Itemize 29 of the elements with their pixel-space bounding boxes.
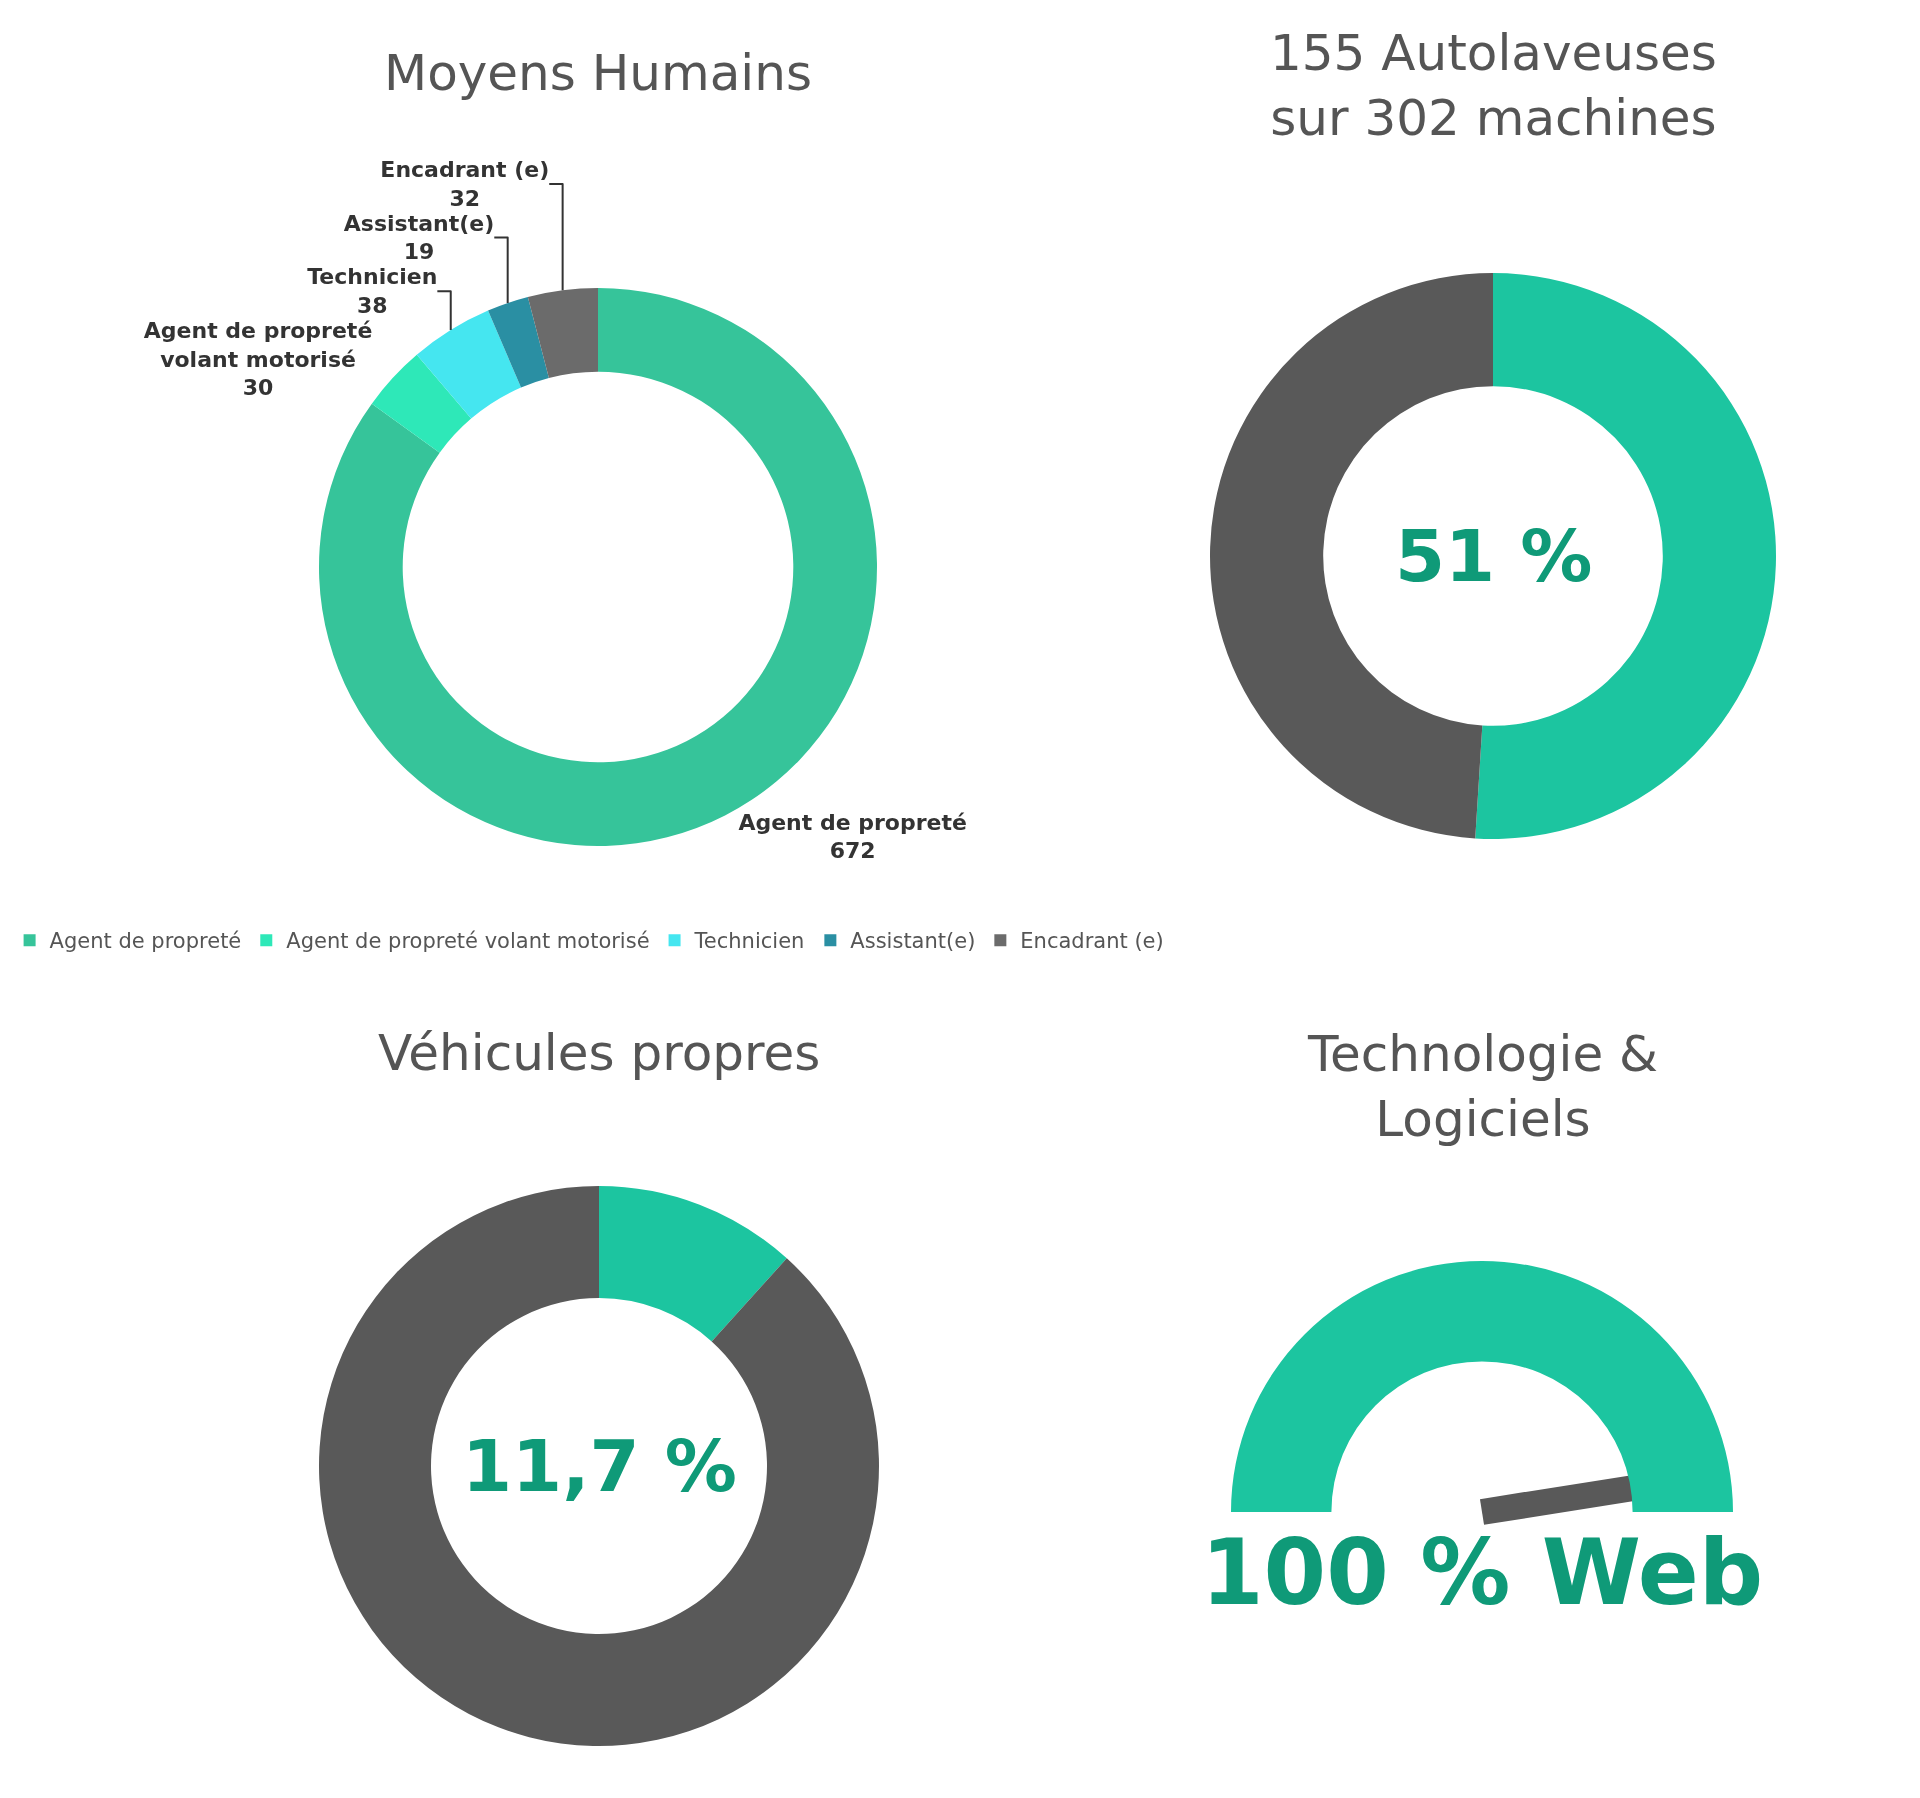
slice-label: Encadrant (e)	[380, 157, 550, 183]
legend-label: Agent de propreté volant motorisé	[286, 929, 650, 954]
donut-slice	[416, 310, 522, 419]
donut-slice	[1210, 273, 1493, 839]
slice-label: Assistant(e)	[343, 210, 495, 236]
legend-label: Assistant(e)	[850, 929, 976, 954]
legend-label: Agent de propreté	[49, 929, 242, 954]
slice-label: Agent de propreté	[738, 809, 967, 835]
text: 51 %	[1395, 514, 1593, 598]
donut-slice	[319, 1186, 879, 1746]
data-label: 30	[242, 375, 274, 401]
chart-title: Moyens Humains	[384, 44, 812, 102]
chart-title: 155 Autolaveuses sur 302 machines	[1270, 24, 1717, 147]
data-label: 32	[449, 185, 481, 211]
slice-label: Agent de propreté volant motorisé	[143, 317, 373, 372]
data-label: 19	[403, 239, 435, 265]
donut-slice	[371, 354, 472, 453]
text: 100 % Web	[1201, 1520, 1764, 1625]
donut-slice	[599, 1186, 787, 1342]
data-label: 672	[829, 838, 876, 864]
chart-title: Véhicules propres	[378, 1024, 821, 1082]
data-label: 38	[356, 292, 388, 318]
slice-label: Technicien	[307, 264, 438, 290]
chart-title: Technologie & Logiciels	[1307, 1025, 1659, 1148]
donut-slice	[488, 296, 549, 388]
text: 11,7 %	[462, 1424, 737, 1508]
legend-label: Encadrant (e)	[1020, 929, 1164, 954]
donut-slice	[527, 288, 598, 378]
legend-label: Technicien	[693, 929, 805, 954]
